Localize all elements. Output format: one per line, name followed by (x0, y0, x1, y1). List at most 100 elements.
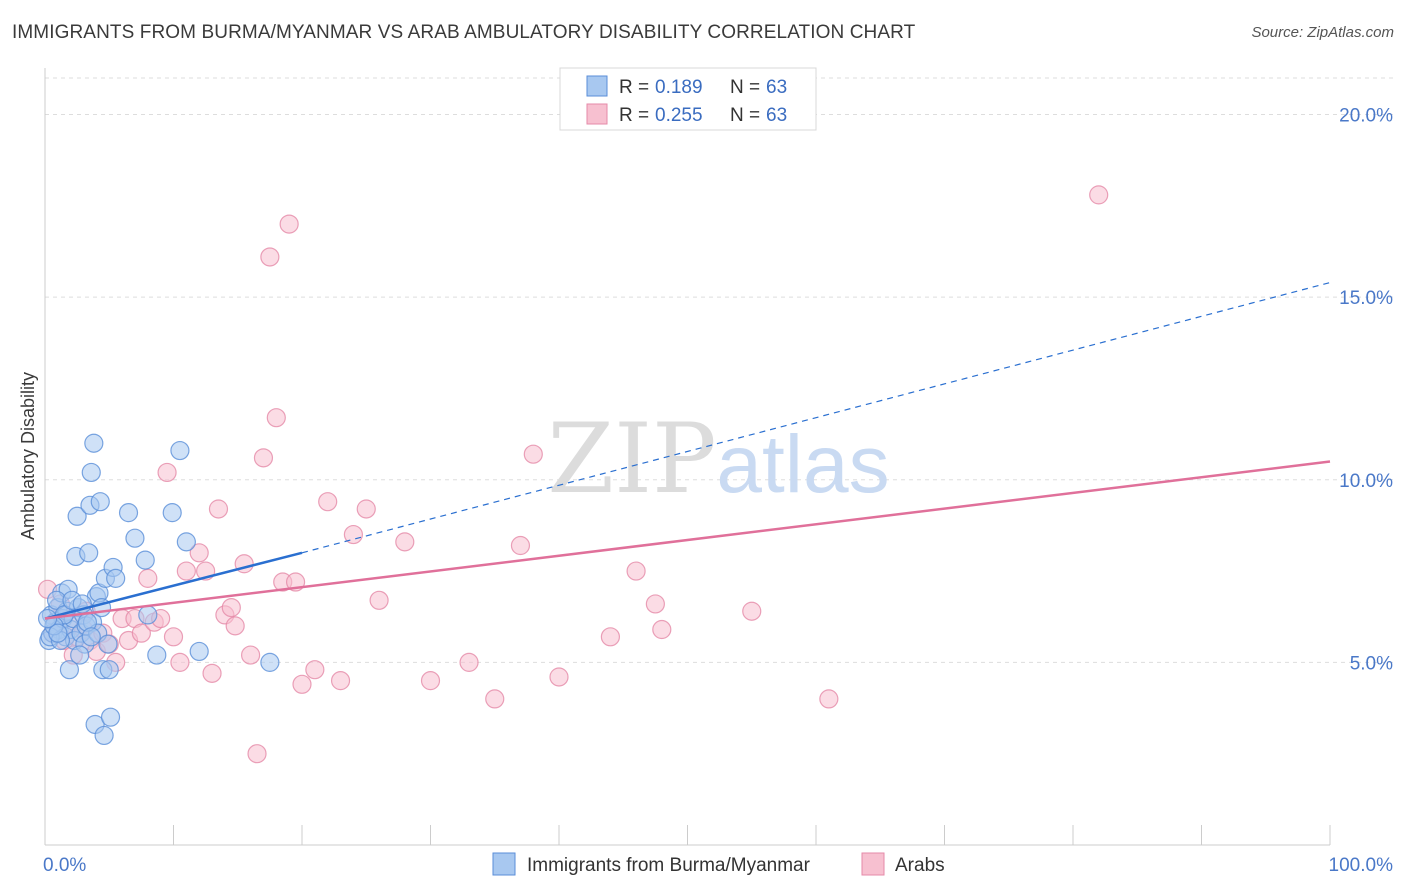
pink-point (253, 448, 274, 468)
pink-point (819, 689, 839, 709)
pink-point (279, 214, 299, 234)
blue-point (170, 440, 190, 461)
pink-point (549, 667, 569, 687)
blue-point (94, 725, 114, 746)
pink-point (221, 597, 241, 618)
y-axis-label: Ambulatory Disability (18, 372, 38, 540)
x-tick-labels: 0.0% 100.0% (43, 855, 1393, 876)
pink-point (305, 660, 325, 680)
pink-point (202, 663, 222, 683)
pink-point (318, 492, 338, 512)
blue-point (70, 645, 90, 665)
chart-title: IMMIGRANTS FROM BURMA/MYANMAR VS ARAB AM… (12, 22, 916, 43)
pink-point (176, 561, 196, 581)
legend-r-label-blue: R = (619, 77, 649, 98)
pink-point (225, 616, 245, 636)
legend-n-value-blue: 63 (766, 77, 787, 98)
pink-point (485, 689, 505, 709)
pink-point (330, 671, 351, 691)
blue-point (118, 503, 139, 523)
pink-point (292, 674, 312, 694)
x-tick-label: 100.0% (1329, 855, 1394, 876)
blue-point (135, 550, 155, 570)
pink-point (241, 645, 261, 665)
legend-r-label-pink: R = (619, 105, 649, 126)
blue-point (100, 707, 121, 727)
pink-point (189, 543, 209, 563)
blue-point (189, 641, 209, 662)
pink-point (266, 408, 286, 428)
legend-n-label-pink: N = (730, 105, 760, 126)
blue-point (125, 528, 145, 548)
blue-point (147, 645, 167, 665)
pink-point (138, 568, 158, 588)
series-legend-swatch-pink (861, 852, 885, 876)
legend-n-value-pink: 63 (766, 105, 787, 126)
series-legend-label-blue: Immigrants from Burma/Myanmar (527, 855, 811, 876)
pink-point (395, 532, 415, 552)
pink-point (1089, 185, 1109, 205)
legend: R = 0.189 N = 63 R = 0.255 N = 63 (559, 67, 817, 131)
pink-point (356, 499, 376, 519)
pink-point (343, 524, 363, 545)
pink-point (459, 652, 479, 672)
blue-point (162, 503, 182, 523)
blue-point (79, 543, 99, 563)
x-tick-label: 0.0% (43, 855, 86, 876)
blue-point (138, 605, 158, 625)
legend-swatch-pink (586, 103, 608, 125)
watermark: ZIP atlas (547, 403, 889, 515)
pink-point (742, 601, 762, 621)
y-tick-label: 15.0% (1339, 288, 1393, 309)
watermark-atlas: atlas (716, 419, 889, 510)
axes (44, 68, 1331, 846)
pink-point (420, 671, 441, 691)
blue-point (81, 627, 101, 647)
blue-point (98, 634, 118, 654)
blue-point (81, 462, 101, 483)
y-tick-label: 20.0% (1339, 106, 1393, 127)
pink-point (652, 619, 672, 640)
blue-trend-extension (301, 281, 1331, 554)
pink-trend-line (44, 460, 1331, 620)
pink-point (645, 594, 665, 614)
pink-point (157, 462, 177, 483)
blue-point (260, 652, 280, 672)
blue-point (67, 506, 87, 526)
y-tick-label: 5.0% (1350, 653, 1393, 674)
pink-point (510, 535, 531, 556)
legend-n-label-blue: N = (730, 77, 760, 98)
watermark-zip: ZIP (547, 403, 716, 515)
pink-point (163, 627, 184, 647)
pink-point (626, 561, 646, 581)
blue-point (106, 568, 126, 588)
pink-point (208, 499, 229, 519)
series-legend-label-pink: Arabs (895, 855, 945, 876)
trend-lines (44, 281, 1331, 620)
source-label: Source: ZipAtlas.com (1251, 24, 1394, 41)
blue-point (90, 492, 110, 512)
blue-trend-line (44, 551, 303, 620)
pink-point (369, 590, 389, 610)
blue-point (48, 623, 68, 643)
pink-point (170, 652, 190, 672)
burma-points (37, 433, 280, 746)
blue-point (59, 660, 80, 680)
series-legend-swatch-blue (492, 852, 516, 876)
series-legend: Immigrants from Burma/Myanmar Arabs (492, 852, 945, 876)
legend-r-value-pink: 0.255 (655, 105, 703, 126)
blue-point (99, 660, 119, 680)
pink-point (247, 744, 267, 764)
legend-swatch-blue (586, 75, 608, 97)
pink-point (600, 627, 621, 647)
y-tick-labels: 5.0% 10.0% 15.0% 20.0% (1339, 106, 1393, 675)
gridlines (45, 77, 1393, 663)
legend-r-value-blue: 0.189 (655, 77, 703, 98)
pink-point (131, 623, 151, 643)
blue-point (176, 532, 196, 552)
blue-point (84, 433, 104, 453)
y-tick-label: 10.0% (1339, 471, 1393, 492)
pink-point (260, 247, 280, 267)
pink-point (523, 444, 543, 464)
